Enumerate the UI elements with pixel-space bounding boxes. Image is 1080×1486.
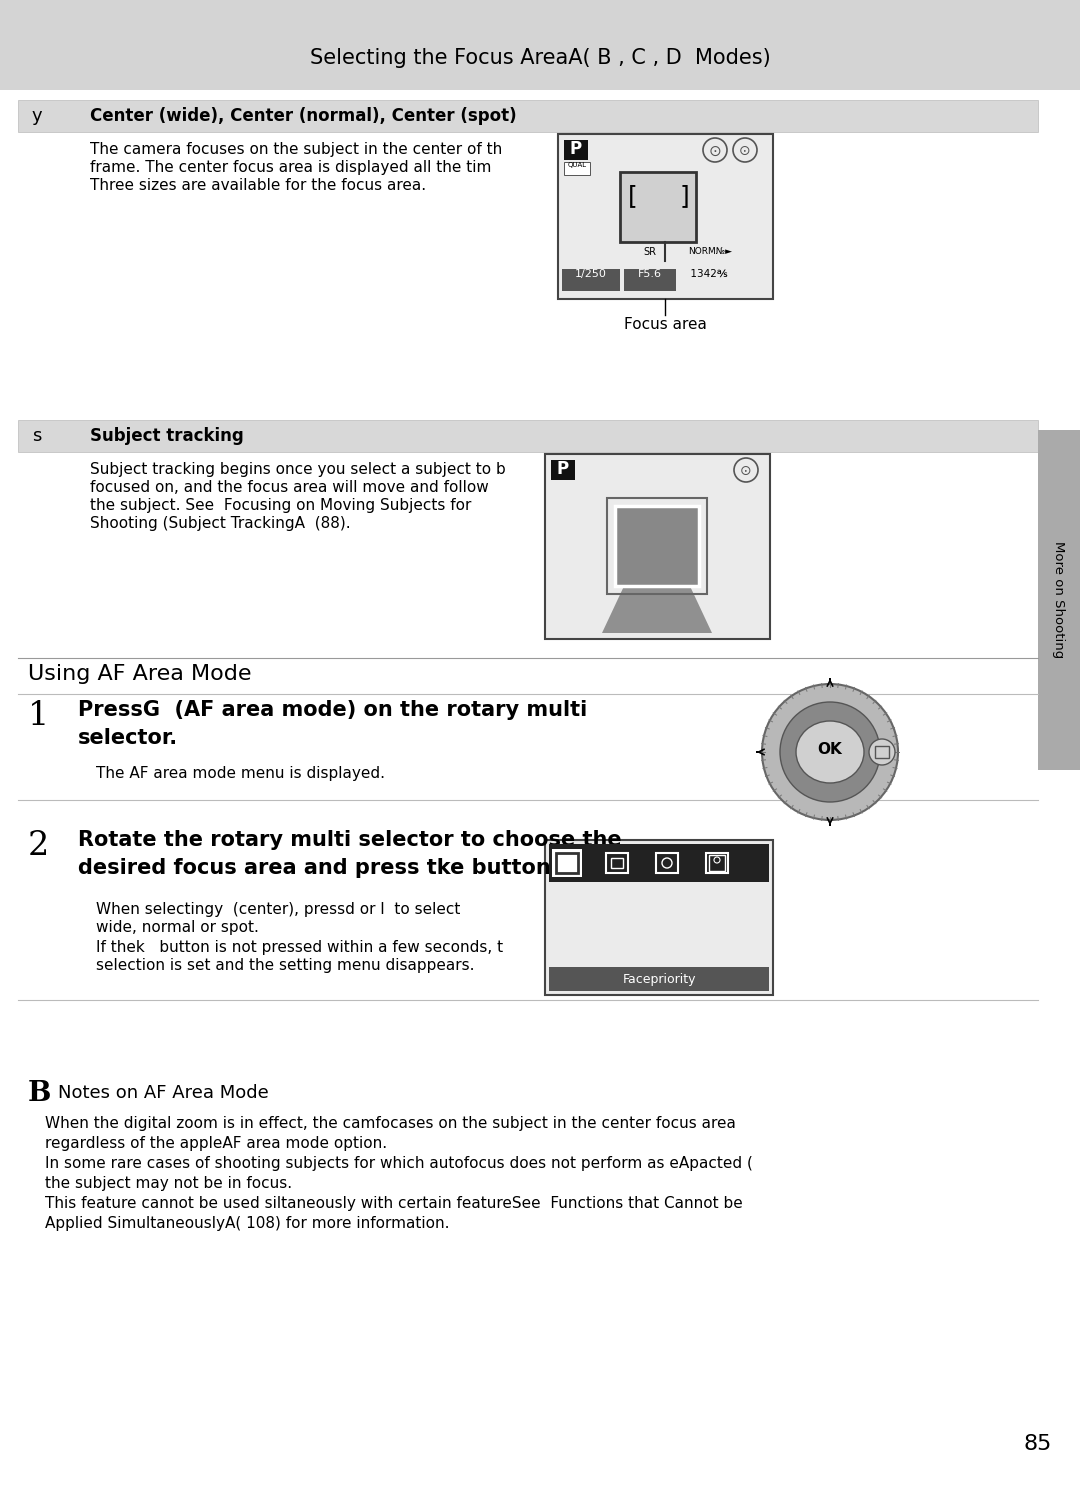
Bar	[18, 100, 1038, 132]
Text: the subject. See  Focusing on Moving Subjects for: the subject. See Focusing on Moving Subj…	[90, 498, 471, 513]
Bar	[18, 421, 1038, 452]
Text: desired focus area and press tke button.: desired focus area and press tke button.	[78, 857, 558, 878]
Text: Subject tracking begins once you select a subject to b: Subject tracking begins once you select …	[90, 462, 505, 477]
Bar	[549, 967, 769, 991]
Text: s: s	[32, 426, 41, 444]
Text: ⊙: ⊙	[739, 144, 751, 158]
Text: More on Shooting: More on Shooting	[1053, 541, 1066, 658]
Text: F5.6: F5.6	[638, 269, 662, 279]
Text: P: P	[570, 140, 582, 158]
Bar	[545, 455, 770, 639]
Bar	[552, 849, 582, 877]
Bar	[606, 853, 627, 872]
Bar	[615, 507, 699, 585]
Text: 1: 1	[28, 700, 50, 733]
Text: In some rare cases of shooting subjects for which autofocus does not perform as : In some rare cases of shooting subjects …	[45, 1156, 753, 1171]
Bar	[558, 134, 773, 299]
Text: This feature cannot be used siltaneously with certain featureSee  Functions that: This feature cannot be used siltaneously…	[45, 1196, 743, 1211]
Text: Applied SimultaneouslyA( 108) for more information.: Applied SimultaneouslyA( 108) for more i…	[45, 1216, 449, 1230]
Text: selection is set and the setting menu disappears.: selection is set and the setting menu di…	[96, 958, 474, 973]
Text: ⊙: ⊙	[740, 464, 752, 478]
Text: ⊙: ⊙	[708, 144, 721, 159]
Text: Focus area: Focus area	[623, 317, 706, 331]
Ellipse shape	[622, 508, 692, 580]
Bar	[545, 840, 773, 996]
Bar	[708, 854, 725, 871]
Ellipse shape	[780, 701, 880, 802]
Text: Subject tracking: Subject tracking	[90, 426, 244, 444]
Bar	[564, 140, 588, 160]
Text: B: B	[28, 1080, 52, 1107]
Text: PressG  (AF area mode) on the rotary multi: PressG (AF area mode) on the rotary mult…	[78, 700, 588, 721]
Text: 1342℁: 1342℁	[680, 269, 728, 279]
Text: [: [	[627, 184, 638, 208]
Text: Selecting the Focus AreaA( B , C , D  Modes): Selecting the Focus AreaA( B , C , D Mod…	[310, 48, 770, 68]
Text: frame. The center focus area is displayed all the tim: frame. The center focus area is displaye…	[90, 160, 491, 175]
Text: ]: ]	[680, 184, 690, 208]
Bar	[620, 172, 696, 242]
Text: Three sizes are available for the focus area.: Three sizes are available for the focus …	[90, 178, 427, 193]
Text: The camera focuses on the subject in the center of th: The camera focuses on the subject in the…	[90, 143, 502, 158]
Bar	[556, 853, 578, 872]
Text: Shooting (Subject TrackingA  (88).: Shooting (Subject TrackingA (88).	[90, 516, 351, 531]
Text: Center (wide), Center (normal), Center (spot): Center (wide), Center (normal), Center (…	[90, 107, 516, 125]
Ellipse shape	[796, 721, 864, 783]
Bar	[0, 0, 1080, 91]
Polygon shape	[602, 584, 712, 633]
Text: selector.: selector.	[78, 728, 178, 747]
Text: Facepriority: Facepriority	[622, 972, 696, 985]
Text: y: y	[32, 107, 42, 125]
Text: OK: OK	[818, 743, 842, 758]
Text: Rotate the rotary multi selector to choose the: Rotate the rotary multi selector to choo…	[78, 831, 622, 850]
Text: 85: 85	[1024, 1434, 1052, 1453]
Text: The AF area mode menu is displayed.: The AF area mode menu is displayed.	[96, 765, 384, 782]
Ellipse shape	[762, 684, 897, 820]
Bar	[549, 844, 769, 883]
Text: When selectingy  (center), pressd or l  to select: When selectingy (center), pressd or l to…	[96, 902, 460, 917]
Bar	[611, 857, 623, 868]
Text: regardless of the appleAF area mode option.: regardless of the appleAF area mode opti…	[45, 1135, 387, 1152]
Text: wide, normal or spot.: wide, normal or spot.	[96, 920, 259, 935]
Text: the subject may not be in focus.: the subject may not be in focus.	[45, 1175, 292, 1190]
Bar	[607, 498, 707, 594]
Bar	[1038, 429, 1080, 770]
Text: QUAL: QUAL	[567, 162, 586, 168]
Text: focused on, and the focus area will move and follow: focused on, and the focus area will move…	[90, 480, 489, 495]
Text: If thek   button is not pressed within a few seconds, t: If thek button is not pressed within a f…	[96, 941, 503, 955]
Bar	[624, 269, 676, 291]
Bar	[706, 853, 728, 872]
Bar	[562, 269, 620, 291]
Text: When the digital zoom is in effect, the camfocases on the subject in the center : When the digital zoom is in effect, the …	[45, 1116, 735, 1131]
Bar	[875, 746, 889, 758]
Text: 1/250: 1/250	[575, 269, 607, 279]
Bar	[656, 853, 678, 872]
Bar	[564, 162, 590, 175]
Text: P: P	[557, 461, 569, 478]
Text: Notes on AF Area Mode: Notes on AF Area Mode	[58, 1083, 269, 1103]
Text: SR: SR	[643, 247, 656, 257]
Text: NORM№►: NORM№►	[688, 247, 732, 256]
Text: Using AF Area Mode: Using AF Area Mode	[28, 664, 252, 684]
Bar	[551, 461, 575, 480]
Ellipse shape	[869, 739, 895, 765]
Text: 2: 2	[28, 831, 50, 862]
